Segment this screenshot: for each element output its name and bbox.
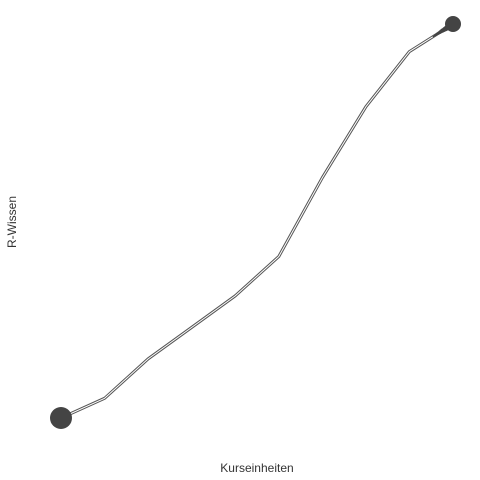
x-axis-label: Kurseinheiten bbox=[220, 461, 293, 475]
y-axis-label: R-Wissen bbox=[5, 196, 19, 248]
start-point bbox=[50, 407, 72, 429]
series-line bbox=[60, 22, 454, 420]
series-line-highlight bbox=[60, 23, 454, 419]
series-layer bbox=[60, 22, 454, 420]
trail-marker bbox=[432, 35, 435, 38]
marker-layer bbox=[50, 16, 461, 429]
end-point bbox=[445, 16, 461, 32]
